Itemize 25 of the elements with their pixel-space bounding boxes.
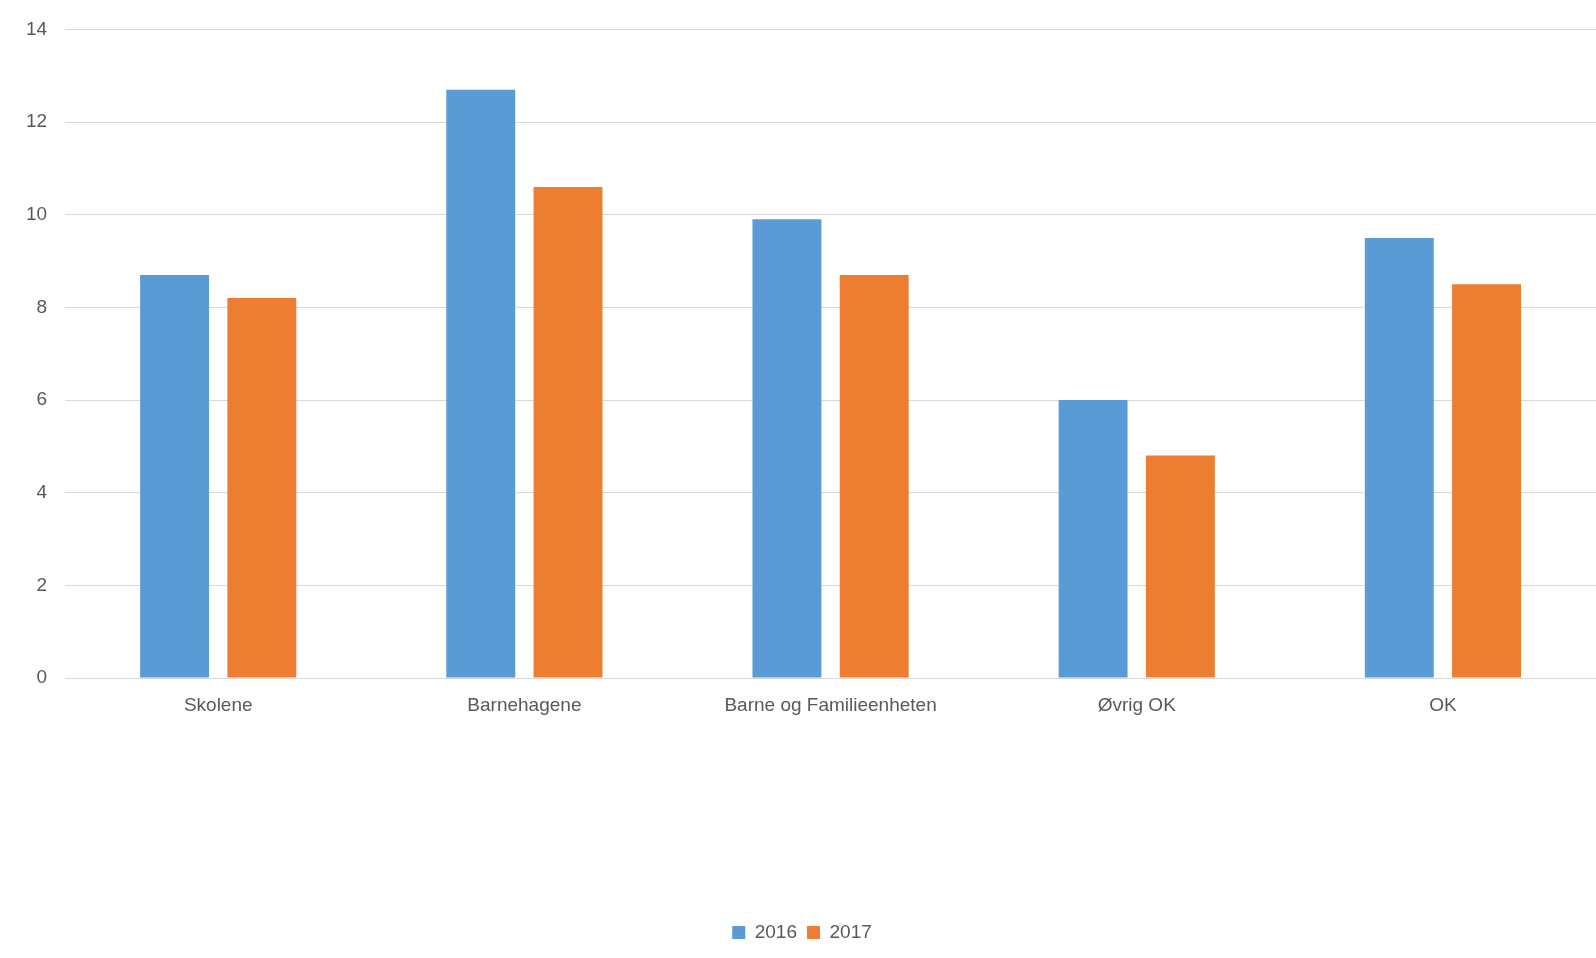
bar bbox=[1145, 455, 1215, 678]
x-tick-label: Barnehagene bbox=[467, 693, 582, 715]
y-tick-label: 2 bbox=[36, 573, 48, 595]
y-tick-label: 12 bbox=[25, 110, 48, 132]
x-tick-label: Skolene bbox=[183, 693, 253, 715]
legend-label: 2016 bbox=[754, 920, 798, 942]
bar bbox=[227, 298, 297, 678]
bar bbox=[1452, 284, 1522, 678]
bar bbox=[1364, 237, 1434, 678]
y-tick-label: 0 bbox=[36, 666, 48, 688]
y-tick-label: 10 bbox=[25, 202, 48, 224]
bar bbox=[839, 274, 909, 678]
bar bbox=[140, 274, 210, 678]
x-tick-label: Øvrig OK bbox=[1097, 693, 1177, 715]
x-tick-label: OK bbox=[1429, 693, 1457, 715]
bar bbox=[752, 219, 822, 678]
x-tick-label: Barne og Familieenheten bbox=[724, 693, 937, 715]
y-tick-label: 4 bbox=[36, 480, 48, 502]
bar bbox=[446, 89, 516, 678]
y-tick-label: 8 bbox=[36, 295, 48, 317]
legend-label: 2017 bbox=[829, 920, 872, 942]
bar bbox=[1058, 400, 1128, 678]
y-tick-label: 14 bbox=[25, 17, 48, 39]
y-tick-label: 6 bbox=[36, 388, 48, 410]
bar bbox=[533, 186, 603, 678]
